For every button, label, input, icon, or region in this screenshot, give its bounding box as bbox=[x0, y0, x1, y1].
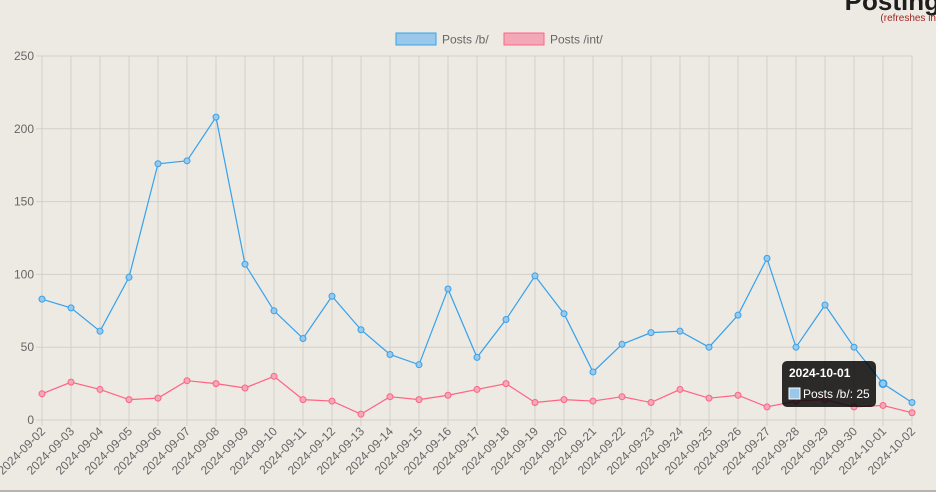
y-tick-label: 200 bbox=[14, 122, 34, 136]
data-point-series-0[interactable] bbox=[531, 272, 539, 280]
data-point-series-0[interactable] bbox=[763, 254, 771, 262]
y-tick-label: 150 bbox=[14, 195, 34, 209]
data-point-series-1[interactable] bbox=[647, 399, 655, 407]
data-point-series-0[interactable] bbox=[676, 327, 684, 335]
page-title: Posting bbox=[844, 0, 936, 16]
y-tick-label: 0 bbox=[27, 413, 34, 427]
data-point-series-1[interactable] bbox=[618, 393, 626, 401]
data-point-series-0[interactable] bbox=[618, 340, 626, 348]
data-point-series-1[interactable] bbox=[96, 385, 104, 393]
data-point-series-1[interactable] bbox=[502, 380, 510, 388]
data-point-series-0[interactable] bbox=[241, 260, 249, 268]
legend-label: Posts /b/ bbox=[442, 33, 489, 47]
chart-tooltip: 2024-10-01 Posts /b/: 25 bbox=[782, 361, 876, 407]
x-axis-ticks: 2024-09-022024-09-032024-09-042024-09-05… bbox=[0, 424, 918, 478]
data-point-series-1[interactable] bbox=[357, 410, 365, 418]
data-point-series-1[interactable] bbox=[125, 396, 133, 404]
y-axis-ticks: 0 50 100 150 200 250 bbox=[14, 49, 34, 427]
series-layer bbox=[38, 113, 916, 418]
data-point-series-0[interactable] bbox=[444, 285, 452, 293]
refresh-note: (refreshes in bbox=[880, 13, 936, 24]
bottom-divider bbox=[0, 490, 936, 492]
data-point-series-1[interactable] bbox=[763, 403, 771, 411]
data-point-series-0[interactable] bbox=[38, 295, 46, 303]
tooltip-swatch bbox=[788, 387, 801, 400]
y-tick-label: 100 bbox=[14, 267, 34, 281]
data-point-series-0[interactable] bbox=[67, 304, 75, 312]
data-point-series-0[interactable] bbox=[792, 343, 800, 351]
data-point-series-1[interactable] bbox=[444, 391, 452, 399]
data-point-series-0[interactable] bbox=[154, 160, 162, 168]
data-point-series-0[interactable] bbox=[502, 316, 510, 324]
data-point-series-0[interactable] bbox=[821, 301, 829, 309]
legend-label: Posts /int/ bbox=[550, 33, 603, 47]
data-point-series-1[interactable] bbox=[676, 385, 684, 393]
legend-swatch bbox=[395, 32, 437, 46]
data-point-series-1[interactable] bbox=[241, 384, 249, 392]
data-point-series-1[interactable] bbox=[183, 377, 191, 385]
data-point-series-1[interactable] bbox=[299, 396, 307, 404]
data-point-series-1[interactable] bbox=[67, 378, 75, 386]
data-point-series-0[interactable] bbox=[473, 353, 481, 361]
data-point-series-1[interactable] bbox=[328, 397, 336, 405]
data-point-series-1[interactable] bbox=[415, 396, 423, 404]
legend-swatch bbox=[503, 32, 545, 46]
data-point-series-1[interactable] bbox=[38, 390, 46, 398]
data-point-series-1[interactable] bbox=[270, 372, 278, 380]
data-point-series-1[interactable] bbox=[589, 397, 597, 405]
data-point-series-0[interactable] bbox=[299, 334, 307, 342]
chart-legend[interactable]: Posts /b/Posts /int/ bbox=[395, 32, 603, 47]
data-point-series-0[interactable] bbox=[734, 311, 742, 319]
data-point-series-0[interactable] bbox=[850, 343, 858, 351]
data-point-series-0[interactable] bbox=[647, 329, 655, 337]
data-point-series-1[interactable] bbox=[734, 391, 742, 399]
tooltip-box bbox=[782, 361, 876, 407]
data-point-series-0[interactable] bbox=[705, 343, 713, 351]
data-point-series-0[interactable] bbox=[415, 361, 423, 369]
legend-item-0[interactable]: Posts /b/ bbox=[395, 32, 489, 47]
tooltip-title: 2024-10-01 bbox=[789, 366, 851, 380]
tooltip-label: Posts /b/: 25 bbox=[803, 387, 870, 401]
data-point-series-0[interactable] bbox=[96, 327, 104, 335]
data-point-series-0[interactable] bbox=[357, 326, 365, 334]
data-point-series-0[interactable] bbox=[878, 379, 888, 388]
legend-item-1[interactable]: Posts /int/ bbox=[503, 32, 603, 47]
data-point-series-1[interactable] bbox=[908, 409, 916, 417]
data-point-series-1[interactable] bbox=[386, 393, 394, 401]
data-point-series-0[interactable] bbox=[908, 399, 916, 407]
data-point-series-1[interactable] bbox=[705, 394, 713, 402]
data-point-series-0[interactable] bbox=[386, 350, 394, 358]
data-point-series-0[interactable] bbox=[212, 113, 220, 121]
data-point-series-1[interactable] bbox=[154, 394, 162, 402]
data-point-series-0[interactable] bbox=[125, 273, 133, 281]
data-point-series-0[interactable] bbox=[183, 157, 191, 165]
data-point-series-1[interactable] bbox=[212, 380, 220, 388]
data-point-series-1[interactable] bbox=[531, 399, 539, 407]
grid-layer bbox=[36, 55, 913, 426]
data-point-series-0[interactable] bbox=[270, 307, 278, 315]
data-point-series-0[interactable] bbox=[560, 310, 568, 318]
data-point-series-1[interactable] bbox=[473, 385, 481, 393]
data-point-series-0[interactable] bbox=[328, 292, 336, 300]
y-tick-label: 50 bbox=[21, 340, 35, 354]
y-tick-label: 250 bbox=[14, 49, 34, 63]
data-point-series-0[interactable] bbox=[589, 368, 597, 376]
data-point-series-1[interactable] bbox=[560, 396, 568, 404]
data-point-series-1[interactable] bbox=[879, 401, 887, 409]
